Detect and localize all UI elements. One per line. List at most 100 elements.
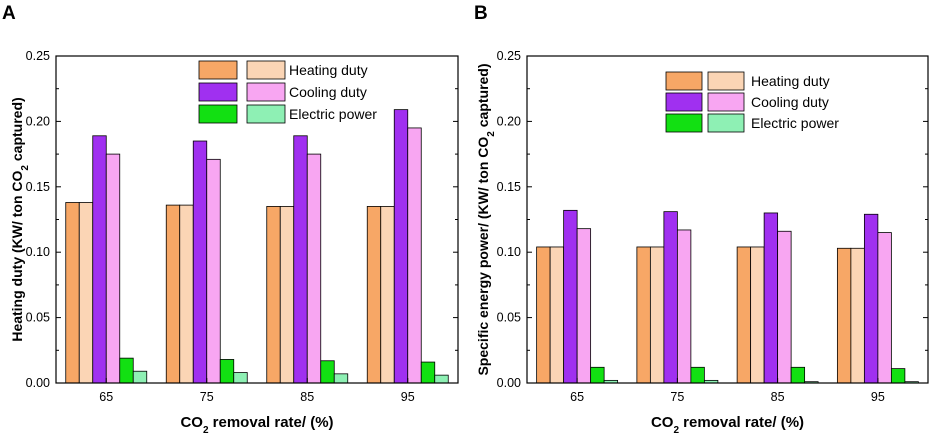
bar-cooling-duty-95 xyxy=(877,232,892,384)
panel-label: B xyxy=(474,3,488,24)
bar-electric-power-95 xyxy=(420,361,436,384)
y-axis: 0.00 0.05 0.10 0.15 0.20 0.25 xyxy=(26,49,458,390)
bar-heating-duty-95 xyxy=(380,206,395,384)
y-axis-title-part: captured) xyxy=(9,97,25,165)
y-tick-label: 0.25 xyxy=(497,49,521,63)
legend-swatch-electric-power-light xyxy=(246,104,286,124)
bar-cooling-duty-75 xyxy=(676,229,692,384)
legend-swatch-heating-duty xyxy=(665,71,703,91)
bar-cooling-duty-85 xyxy=(763,212,779,384)
x-axis-title-part: CO xyxy=(651,414,674,431)
bar-heating-duty-85 xyxy=(736,246,752,384)
bar-electric-power-95 xyxy=(434,374,449,384)
legend-label: Cooling duty xyxy=(289,84,367,100)
legend-label: Electric power xyxy=(289,106,377,122)
bar-heating-duty-75 xyxy=(165,204,181,384)
bar-cooling-duty-65 xyxy=(92,135,107,384)
bar-cooling-duty-85 xyxy=(306,153,322,384)
y-axis-title-part: Specific energy power/ (KW/ ton CO xyxy=(475,137,491,376)
x-axis-title: CO2 removal rate/ (%) xyxy=(651,414,804,435)
legend-swatch-heating-duty-light xyxy=(707,71,745,91)
y-tick-label: 0.20 xyxy=(497,114,521,128)
legend-swatch-electric-power xyxy=(665,113,703,133)
x-tick-label: 75 xyxy=(200,390,214,404)
x-axis-title-part: removal rate/ (%) xyxy=(679,414,804,431)
bar-electric-power-75 xyxy=(690,366,705,384)
y-tick-label: 0.00 xyxy=(26,376,50,390)
legend-swatch-electric-power-light xyxy=(707,113,745,133)
bar-heating-duty-95 xyxy=(836,247,852,384)
legend-swatch-cooling-duty xyxy=(665,92,703,112)
legend-label: Cooling duty xyxy=(751,94,829,110)
bar-electric-power-75 xyxy=(233,372,248,384)
legend: Heating duty Cooling duty Electric power xyxy=(665,71,839,133)
y-tick-label: 0.00 xyxy=(497,376,521,390)
x-tick-label: 75 xyxy=(670,390,684,404)
legend-swatch-cooling-duty-light xyxy=(707,92,745,112)
legend-label: Heating duty xyxy=(751,73,830,89)
bar-cooling-duty-75 xyxy=(192,140,208,384)
chart-panel-b: B 0.00 0.05 0.10 0.15 0.20 0.25 65 75 85 95 CO2 rem… xyxy=(474,3,929,436)
x-axis-title-part: 2 xyxy=(673,425,679,436)
bar-cooling-duty-75 xyxy=(206,158,221,384)
legend-swatch-heating-duty-light xyxy=(246,60,286,80)
y-tick-label: 0.20 xyxy=(26,114,50,128)
y-axis: 0.00 0.05 0.10 0.15 0.20 0.25 xyxy=(497,49,928,390)
y-tick-label: 0.15 xyxy=(26,180,50,194)
y-tick-label: 0.10 xyxy=(26,245,50,259)
x-axis: 65 75 85 95 xyxy=(570,378,885,404)
x-tick-label: 95 xyxy=(871,390,885,404)
bar-electric-power-85 xyxy=(790,366,806,384)
x-axis-title-part: CO xyxy=(180,414,203,431)
legend-swatch-heating-duty xyxy=(198,60,238,80)
bar-heating-duty-75 xyxy=(179,204,194,384)
y-axis-title-part: 2 xyxy=(20,165,31,171)
bar-cooling-duty-65 xyxy=(563,209,578,384)
x-tick-label: 65 xyxy=(570,390,584,404)
x-axis: 65 75 85 95 xyxy=(99,378,415,404)
y-tick-label: 0.25 xyxy=(26,49,50,63)
y-tick-label: 0.05 xyxy=(497,311,521,325)
bar-electric-power-65 xyxy=(119,357,134,384)
y-tick-label: 0.15 xyxy=(497,180,521,194)
bar-electric-power-75 xyxy=(219,359,235,384)
bar-cooling-duty-95 xyxy=(863,213,879,384)
bar-electric-power-95 xyxy=(890,368,906,384)
bar-cooling-duty-85 xyxy=(777,230,792,384)
bar-heating-duty-65 xyxy=(78,202,94,384)
legend-swatch-electric-power xyxy=(198,104,238,124)
bar-electric-power-65 xyxy=(132,370,148,384)
bar-heating-duty-75 xyxy=(649,246,665,384)
y-tick-label: 0.10 xyxy=(497,245,521,259)
bar-electric-power-65 xyxy=(590,366,605,384)
bar-cooling-duty-95 xyxy=(407,127,422,384)
x-tick-label: 85 xyxy=(771,390,785,404)
bar-heating-duty-85 xyxy=(750,246,765,384)
legend: Heating duty Cooling duty Electric power xyxy=(198,60,377,124)
bar-heating-duty-65 xyxy=(549,246,565,384)
bar-cooling-duty-75 xyxy=(663,211,678,384)
bar-electric-power-85 xyxy=(320,360,335,384)
legend-swatch-cooling-duty-light xyxy=(246,82,286,102)
bar-cooling-duty-95 xyxy=(393,109,409,384)
bars xyxy=(536,209,919,384)
bar-heating-duty-85 xyxy=(279,206,295,384)
x-axis-title-part: removal rate/ (%) xyxy=(209,414,334,431)
panel-label: A xyxy=(2,3,16,24)
y-axis-title: Specific energy power/ (KW/ ton CO2 capt… xyxy=(475,63,497,375)
bar-cooling-duty-65 xyxy=(576,228,592,384)
legend-label: Heating duty xyxy=(289,62,368,78)
y-axis-title-part: captured) xyxy=(475,63,491,131)
x-tick-label: 85 xyxy=(300,390,314,404)
x-axis-title: CO2 removal rate/ (%) xyxy=(180,414,333,435)
bar-heating-duty-95 xyxy=(850,247,865,384)
bar-heating-duty-65 xyxy=(65,202,80,384)
y-axis-title: Heating duty (KW/ ton CO2 captured) xyxy=(9,97,31,341)
bar-cooling-duty-85 xyxy=(293,135,308,384)
bar-heating-duty-85 xyxy=(266,206,281,384)
bar-heating-duty-75 xyxy=(636,246,651,384)
y-tick-label: 0.05 xyxy=(26,311,50,325)
